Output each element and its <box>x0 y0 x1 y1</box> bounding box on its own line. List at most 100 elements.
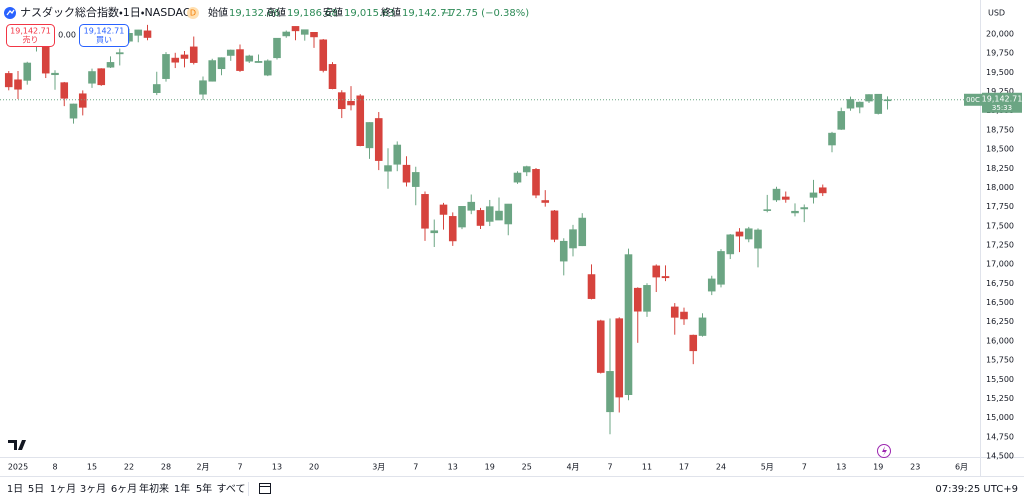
candle-body <box>60 82 69 99</box>
range-button[interactable]: 1年 <box>174 482 190 495</box>
price-tag-countdown: 35:33 <box>992 104 1012 112</box>
candle-body <box>818 187 827 194</box>
candle-body <box>217 57 226 70</box>
candle-body <box>300 29 309 35</box>
candle-body <box>226 49 235 56</box>
candle-body <box>865 94 873 102</box>
x-tick-label: 7 <box>607 463 612 472</box>
candle-body <box>495 210 503 221</box>
candle-body <box>245 55 254 62</box>
y-tick-label: 15,000 <box>986 413 1014 422</box>
symbol-icon-glyph <box>6 9 15 16</box>
candle-body <box>115 52 124 55</box>
clock[interactable]: 07:39:25 UTC+9 <box>935 484 1018 495</box>
x-tick-label: 2月 <box>196 463 209 472</box>
candle-body <box>328 64 337 89</box>
close-label: 終値 <box>381 6 401 19</box>
candle-body <box>643 285 651 312</box>
y-tick-label: 16,250 <box>986 317 1014 326</box>
price-tag-label-bg <box>964 93 982 106</box>
candle-body <box>97 68 106 86</box>
candle-body <box>717 251 725 285</box>
currency[interactable]: USD <box>988 9 1005 18</box>
candle-body <box>374 118 383 161</box>
range-button[interactable]: 年初来 <box>139 482 169 495</box>
y-tick-label: 16,750 <box>986 279 1014 288</box>
candle-body <box>88 71 96 84</box>
candle-body <box>393 144 402 165</box>
candle-body <box>800 207 809 210</box>
candle-body <box>458 206 466 228</box>
candle-body <box>411 172 420 187</box>
y-tick-label: 18,250 <box>986 164 1014 173</box>
x-tick-label: 7 <box>237 463 242 472</box>
sell-button[interactable] <box>6 24 55 47</box>
interval-badge-text: D <box>190 9 196 18</box>
range-button[interactable]: 5年 <box>196 482 212 495</box>
candle-body <box>273 37 281 59</box>
x-tick-label: 20 <box>309 463 319 472</box>
candle-body <box>837 111 846 130</box>
sell-price: 19,142.71 <box>10 27 51 36</box>
candle-body <box>152 84 161 93</box>
symbol-icon[interactable] <box>4 7 16 19</box>
low-label: 安値 <box>323 6 343 19</box>
y-tick-label: 17,250 <box>986 240 1014 249</box>
candle-body <box>254 61 263 63</box>
y-tick-label: 17,500 <box>986 221 1014 230</box>
range-button[interactable]: 3ヶ月 <box>80 483 106 495</box>
x-tick-label: 3月 <box>372 463 385 472</box>
buy-button[interactable] <box>79 24 129 47</box>
y-tick-label: 18,500 <box>986 145 1014 154</box>
candle-body <box>661 276 670 279</box>
candle-body <box>559 240 568 262</box>
range-button[interactable]: 6ヶ月 <box>111 483 137 495</box>
candle-body <box>587 274 596 299</box>
candle-body <box>4 73 13 88</box>
candle-body <box>670 306 679 318</box>
range-button[interactable]: 5日 <box>28 484 44 495</box>
spread: 0.00 <box>58 31 76 40</box>
x-tick-label: 8 <box>52 463 57 472</box>
y-tick-label: 14,750 <box>986 432 1014 441</box>
candle-body <box>707 278 716 292</box>
y-tick-label: 18,750 <box>986 125 1014 134</box>
candle-body <box>467 201 476 211</box>
x-tick-label: 7 <box>413 463 418 472</box>
candle-body <box>504 203 513 225</box>
tv-logo[interactable] <box>8 440 26 450</box>
candle-body <box>106 62 115 68</box>
candle-body <box>569 229 577 249</box>
candle-body <box>162 54 170 79</box>
goto-date-icon[interactable] <box>259 483 271 494</box>
x-tick-label: 17 <box>679 463 689 472</box>
close-value: 19,142.71 <box>402 8 453 19</box>
candle-body <box>310 32 318 38</box>
candle-body <box>402 164 411 183</box>
x-tick-label: 24 <box>716 463 726 472</box>
high-value: 19,186.68 <box>287 8 338 19</box>
x-tick-label: 25 <box>522 463 532 472</box>
range-button[interactable]: すべて <box>217 483 246 495</box>
change-value: −72.75 (−0.38%) <box>441 8 529 19</box>
range-button[interactable]: 1日 <box>7 484 23 495</box>
candle-body <box>791 210 799 214</box>
candle-body <box>23 62 32 81</box>
candle-body <box>263 60 272 76</box>
y-tick-label: 16,000 <box>986 336 1014 345</box>
candle-body <box>78 93 87 108</box>
y-tick-label: 15,750 <box>986 356 1014 365</box>
symbol-title[interactable]: ナスダック総合指数・1日・NASDAQ <box>20 5 192 19</box>
range-button[interactable]: 1ヶ月 <box>50 483 76 495</box>
x-tick-label: 7 <box>802 463 807 472</box>
y-tick-label: 20,000 <box>986 29 1014 38</box>
y-tick-label: 19,500 <box>986 68 1014 77</box>
candle-body <box>134 29 143 36</box>
candle-body <box>596 320 605 373</box>
candle-body <box>347 100 355 106</box>
y-tick-label: 17,750 <box>986 202 1014 211</box>
candle-body <box>143 30 152 38</box>
candle-body <box>337 92 346 110</box>
